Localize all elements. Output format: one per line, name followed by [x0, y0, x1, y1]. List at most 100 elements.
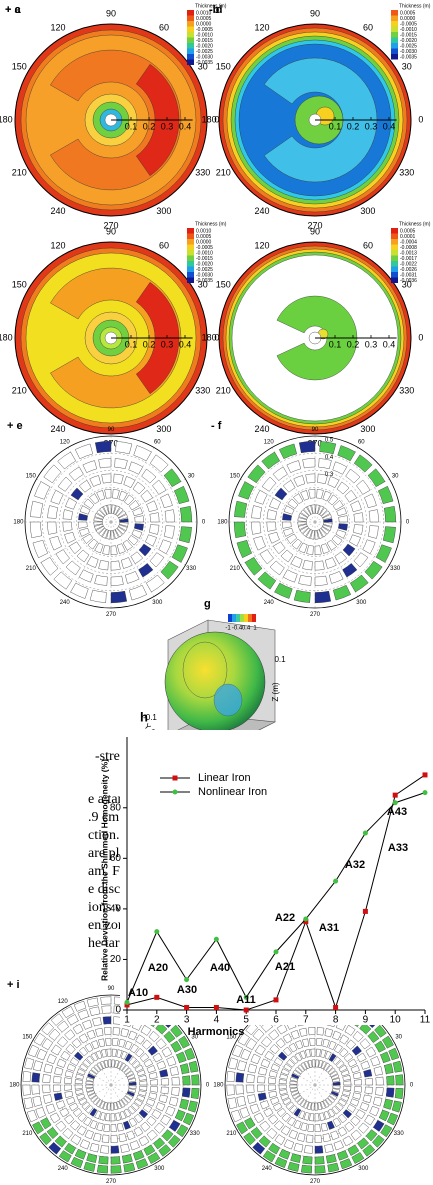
shim-cell [149, 1072, 157, 1079]
shim-cell [160, 494, 172, 508]
angle-label: 330 [195, 385, 210, 395]
shim-cell [114, 474, 124, 484]
shim-cell [136, 1035, 145, 1044]
shim-cell [164, 469, 181, 487]
shim-cell [327, 1121, 334, 1130]
legend-swatch [187, 234, 194, 240]
shim-cell [304, 1145, 312, 1153]
shim-cell [316, 1060, 319, 1067]
shim-cell [279, 1085, 286, 1089]
shim-cell [227, 1085, 235, 1095]
shim-cell [75, 1079, 83, 1084]
shim-cell [171, 1087, 179, 1095]
shim-cell [66, 1097, 75, 1104]
shim-cell [299, 441, 315, 453]
angle-label: 180 [202, 114, 217, 124]
shim-cell [111, 1124, 117, 1131]
shim-cell [54, 1093, 62, 1101]
page: { "panels": [ {"label": "+ a", "legend_t… [0, 0, 433, 1185]
shim-cell [261, 1059, 270, 1068]
shim-cell [247, 1085, 255, 1093]
angle-label: 240 [60, 600, 71, 606]
shim-cell [51, 490, 64, 504]
shim-cell [121, 557, 132, 568]
shim-cell [247, 1074, 255, 1082]
shim-cell [65, 1091, 73, 1098]
angle-label: 90 [108, 986, 115, 992]
colorbar-swatch [236, 614, 240, 622]
point [184, 1005, 189, 1010]
shim-cell [127, 1131, 136, 1140]
shim-cell [262, 477, 276, 491]
shim-cell [258, 572, 276, 589]
angle-label: 0 [410, 1083, 414, 1089]
shim-cell [356, 480, 370, 494]
shim-cell [315, 1165, 325, 1173]
shim-cell [150, 1079, 157, 1085]
shim-cell [315, 1157, 324, 1165]
shim-cell [267, 522, 276, 531]
legend-swatch [187, 239, 194, 245]
legend-swatch [391, 272, 398, 278]
point [423, 772, 428, 777]
shim-cell [147, 1116, 157, 1126]
shim-cell [92, 1017, 101, 1026]
shim-cell [343, 544, 355, 556]
legend-label: -0.0035 [196, 278, 213, 284]
shim-cell [282, 522, 291, 528]
point [154, 929, 159, 934]
shim-cell [332, 1031, 341, 1040]
angle-label: 240 [262, 1166, 273, 1172]
legend-title: Thickness (m) [195, 221, 227, 227]
shim-cell [111, 546, 117, 555]
angle-label: 0 [206, 1083, 210, 1089]
radial-label: 0.2 [347, 339, 360, 349]
shim-cell [85, 1130, 94, 1139]
legend-swatch [391, 234, 398, 240]
shim-cell [315, 561, 324, 570]
shim-cell [170, 1066, 179, 1075]
annotation: A32 [345, 859, 365, 871]
shim-cell [354, 553, 368, 567]
shim-cell [141, 1025, 151, 1035]
shim-cell [99, 1156, 109, 1164]
shim-cell [299, 575, 312, 585]
panel-label: + c [5, 4, 21, 16]
shim-cell [389, 1048, 399, 1060]
shim-cell [335, 552, 347, 564]
angle-label: 330 [399, 167, 414, 177]
shim-cell [317, 489, 324, 498]
shim-cell [73, 1024, 83, 1034]
shim-cell [78, 1010, 89, 1020]
legend-swatch [187, 60, 194, 66]
shim-cell [342, 1091, 350, 1097]
shim-cell [90, 1143, 99, 1152]
shim-cell [269, 498, 280, 509]
shim-cell [265, 1051, 274, 1060]
angle-label: 0 [202, 520, 206, 526]
angle-label: 240 [255, 424, 270, 434]
shim-cell [149, 1093, 157, 1100]
shim-cell [23, 1071, 31, 1082]
annotation: A43 [387, 806, 407, 818]
legend-swatch [391, 54, 398, 60]
shim-cell [291, 1153, 301, 1162]
shim-cell [267, 510, 277, 520]
shim-cell [82, 1020, 92, 1029]
angle-label: 60 [154, 439, 161, 445]
shim-cell [149, 525, 159, 535]
angle-label: 0 [418, 332, 423, 342]
angle-label: 180 [202, 332, 217, 342]
shim-cell [343, 563, 357, 577]
shim-cell [333, 462, 347, 475]
y-axis-label: Relative Deviation from the Shimmed Homo… [99, 759, 109, 981]
angle-label: 210 [12, 167, 27, 177]
x-axis-label: Harmonics [188, 1026, 245, 1038]
shim-cell [345, 1122, 354, 1132]
radial-label: 0.1 [125, 339, 138, 349]
shim-cell [47, 1054, 57, 1064]
shim-cell [60, 1108, 69, 1117]
x-tick-label: 10 [390, 1015, 402, 1026]
shim-cell [380, 1052, 390, 1063]
shim-cell [79, 570, 93, 583]
